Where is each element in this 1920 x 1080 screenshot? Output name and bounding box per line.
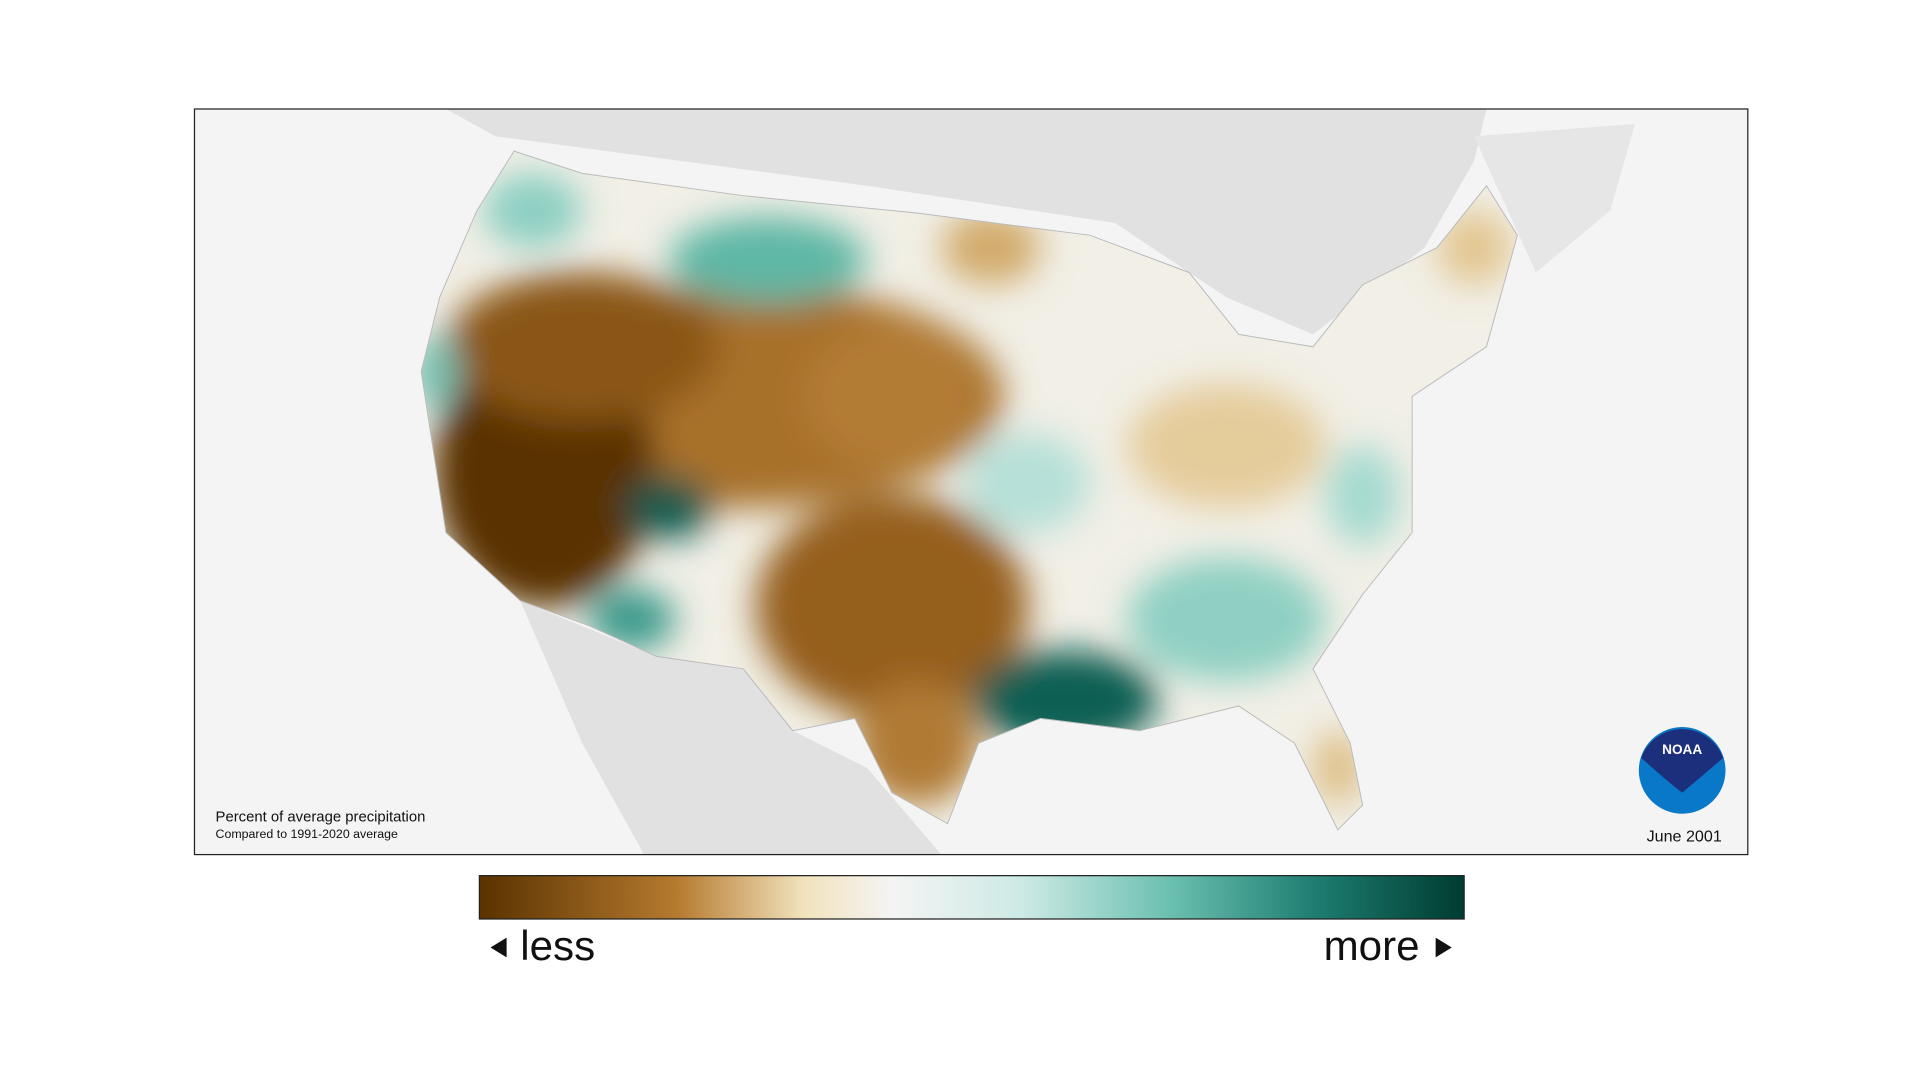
precipitation-field [421, 173, 1512, 806]
logo-text: NOAA [1662, 742, 1702, 757]
usa-border [420, 150, 1518, 831]
legend-ramp [478, 875, 1465, 920]
legend-low-label: less [520, 922, 595, 969]
logo-top [1641, 729, 1724, 793]
noaa-logo: NOAA [1638, 727, 1726, 814]
less-arrow [490, 937, 507, 958]
map-frame [193, 108, 1749, 856]
date-label: June 2001 [1647, 827, 1722, 845]
caption: Percent of average precipitation [216, 809, 426, 825]
legend-high-label: more [1324, 922, 1420, 969]
mexico [520, 600, 942, 855]
subcaption: Compared to 1991-2020 average [216, 827, 398, 841]
maritimes [1474, 123, 1636, 273]
canada [445, 108, 1487, 335]
map-area: Percent of average precipitation Compare… [194, 108, 1748, 855]
more-arrow [1435, 937, 1452, 958]
legend: less more [478, 875, 1465, 969]
